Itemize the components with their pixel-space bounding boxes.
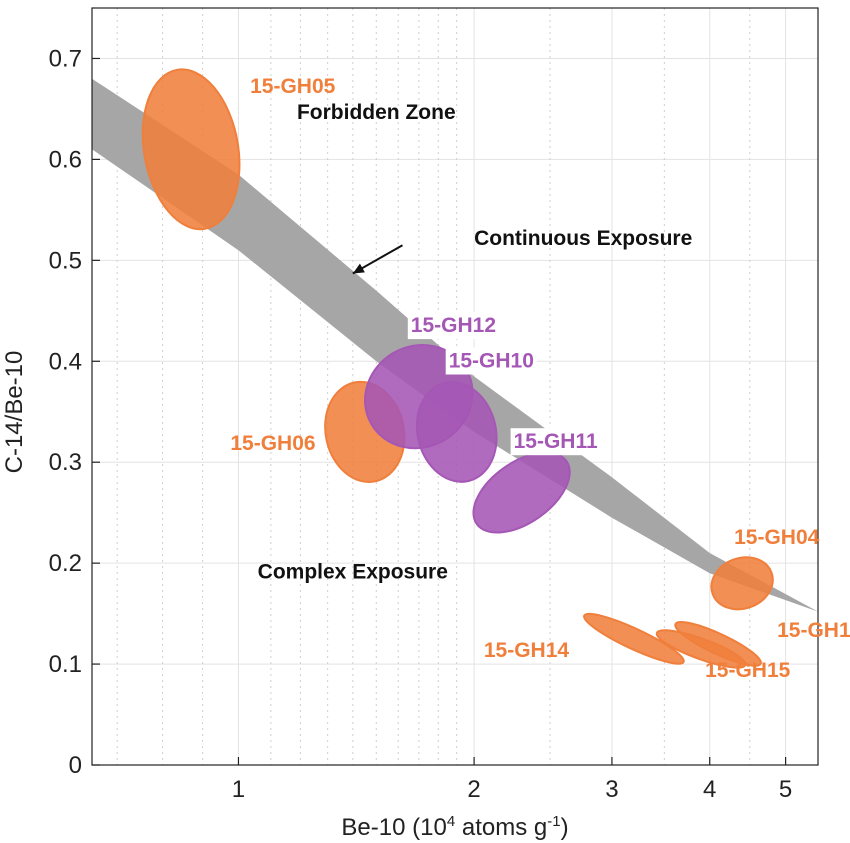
x-tick-label: 3: [605, 776, 618, 803]
sample-label-15-gh10: 15-GH10: [449, 350, 534, 373]
sample-label-15-gh14: 15-GH14: [484, 639, 570, 662]
sample-label-15-gh15: 15-GH15: [705, 659, 791, 682]
annotation-complex-exposure: Complex Exposure: [258, 560, 448, 583]
sample-label-15-gh06: 15-GH06: [230, 432, 315, 455]
annotation-forbidden-zone: Forbidden Zone: [297, 101, 456, 124]
y-axis-title: C-14/Be-10: [1, 351, 28, 474]
sample-ellipse-15-gh14: [583, 612, 685, 665]
y-tick-label: 0: [69, 752, 82, 779]
sample-label-15-gh04: 15-GH04: [734, 526, 820, 549]
y-tick-label: 0.1: [49, 651, 82, 678]
sample-label-bg: [407, 312, 499, 340]
plot-frame: [91, 7, 819, 766]
x-tick-label: 1: [232, 776, 245, 803]
sample-label-15-gh12: 15-GH12: [411, 314, 496, 337]
sample-label-15-gh11: 15-GH11: [514, 430, 598, 453]
sample-ellipse-15-gh11: [472, 451, 571, 534]
annotations: 15-GH05 15-GH06 15-GH12 15-GH10 15-GH11 15-GH…: [230, 75, 850, 682]
axes: 1 2 3 4 5 0 0.1 0.2 0.3 0.4 0.5 0.6 0.7: [49, 7, 819, 803]
y-tick-label: 0.2: [49, 550, 82, 577]
sample-ellipse-15-gh15: [655, 629, 747, 669]
sample-ellipse-15-gh05: [141, 68, 241, 231]
x-axis-title: Be-10 (104 atoms g-1): [341, 813, 568, 841]
x-tick-label: 4: [703, 776, 716, 803]
sample-label-bg: [510, 428, 601, 456]
sample-ellipse-15-gh04: [710, 556, 774, 611]
annotation-continuous-exposure: Continuous Exposure: [474, 227, 692, 250]
sample-label-bg: [445, 347, 537, 375]
sample-ellipses: [141, 68, 774, 669]
y-tick-label: 0.5: [49, 247, 82, 274]
arrow-head: [352, 263, 365, 274]
continuous-exposure-band: [92, 78, 818, 612]
y-tick-label: 0.7: [49, 45, 82, 72]
x-tick-label: 2: [467, 776, 480, 803]
y-tick-label: 0.4: [49, 348, 82, 375]
sample-ellipse-15-gh10: [415, 380, 498, 483]
x-tick-label: 5: [779, 776, 792, 803]
y-tick-label: 0.3: [49, 449, 82, 476]
sample-label-15-gh13: 15-GH13: [777, 619, 850, 642]
sample-label-15-gh05: 15-GH05: [250, 75, 336, 98]
continuous-exposure-band-area: [92, 78, 818, 612]
y-tick-label: 0.6: [49, 146, 82, 173]
